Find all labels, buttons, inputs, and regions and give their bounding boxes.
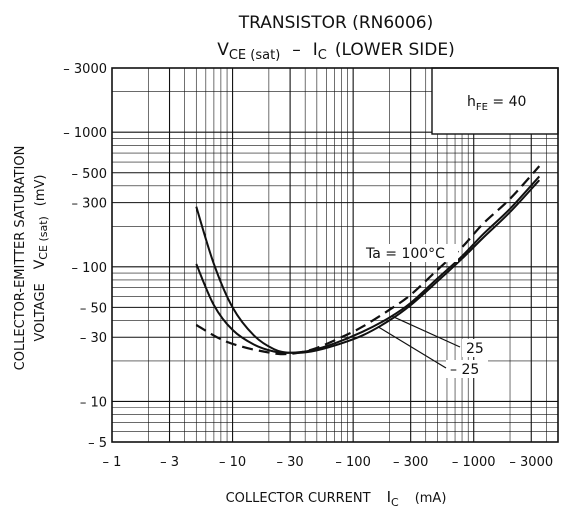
- y-tick-label: – 10: [80, 395, 107, 410]
- subtitle-dash: –: [292, 40, 301, 60]
- y-tick-label: – 50: [80, 301, 107, 316]
- x-axis-label: COLLECTOR CURRENT IC (mA): [226, 488, 447, 509]
- series-line-3-25: [195, 179, 541, 354]
- y-axis-label-line1: COLLECTOR-EMITTER SATURATION: [13, 146, 28, 371]
- legend-box: hFE = 40: [431, 67, 559, 135]
- series-line-2-25: [195, 175, 541, 354]
- y-axis-label-line2: VOLTAGE VCE (sat) (mV): [32, 174, 50, 341]
- annotation-layer: Ta = 100°C 25 – 25: [362, 244, 488, 378]
- legend-box-frame: [431, 67, 559, 135]
- y-axis-label-pre: VOLTAGE: [33, 283, 48, 341]
- x-axis-label-main: COLLECTOR CURRENT: [226, 491, 371, 506]
- subtitle-rest: (LOWER SIDE): [335, 40, 455, 60]
- x-tick-label: – 30: [277, 455, 304, 470]
- y-tick-labels: – 3000 – 1000 – 500 – 300 – 100 – 50 – 30 – 10 –…: [63, 62, 107, 451]
- annotation-bg: [446, 360, 488, 378]
- y-axis-label-unit: (mV): [33, 174, 48, 206]
- annotation-leader: [377, 326, 447, 369]
- legend-hfe-value: = 40: [488, 94, 526, 110]
- grid-minor: [112, 68, 558, 442]
- chart-title: TRANSISTOR (RN6006): [238, 13, 434, 33]
- x-tick-label: – 100: [335, 455, 370, 470]
- y-tick-label: – 1000: [63, 126, 107, 141]
- y-axis-label-sub: CE (sat): [37, 216, 50, 260]
- x-axis-label-unit: (mA): [415, 491, 447, 506]
- legend-hfe-sub: FE: [476, 102, 488, 113]
- y-tick-label: – 500: [72, 167, 107, 182]
- x-tick-label: – 3000: [509, 455, 553, 470]
- annotation-label: – 25: [450, 362, 479, 378]
- annotation-label: 25: [466, 341, 484, 357]
- annotation-leader: [391, 315, 461, 348]
- y-tick-label: – 300: [72, 197, 107, 212]
- annotation-label: Ta = 100°C: [365, 246, 445, 262]
- x-axis-label-sym: I: [387, 488, 391, 506]
- x-tick-label: – 1000: [452, 455, 496, 470]
- x-tick-label: – 10: [219, 455, 246, 470]
- subtitle-v: V: [217, 40, 229, 60]
- subtitle-i: I: [313, 40, 318, 60]
- x-tick-label: – 3: [160, 455, 179, 470]
- legend-hfe-h: h: [467, 94, 476, 110]
- plot-frame: [111, 67, 559, 443]
- annotation-bg: [362, 244, 458, 262]
- annotation-bg: [462, 339, 486, 357]
- y-tick-label: – 100: [72, 261, 107, 276]
- y-tick-label: – 30: [80, 331, 107, 346]
- y-tick-label: – 3000: [63, 62, 107, 77]
- subtitle-i-sub: C: [318, 48, 327, 63]
- y-axis-label-sym: V: [32, 259, 48, 269]
- y-tick-label: – 5: [88, 436, 107, 451]
- x-tick-label: – 1: [103, 455, 122, 470]
- x-tick-label: – 300: [393, 455, 428, 470]
- series-layer: [195, 165, 541, 356]
- x-axis-label-sub: C: [391, 496, 399, 509]
- chart-subtitle: VCE (sat) – IC (LOWER SIDE): [217, 40, 455, 63]
- legend-hfe: hFE = 40: [467, 94, 526, 113]
- x-tick-labels: – 1 – 3 – 10 – 30 – 100 – 300 – 1000 – 3000: [103, 455, 554, 470]
- subtitle-v-sub: CE (sat): [229, 48, 280, 63]
